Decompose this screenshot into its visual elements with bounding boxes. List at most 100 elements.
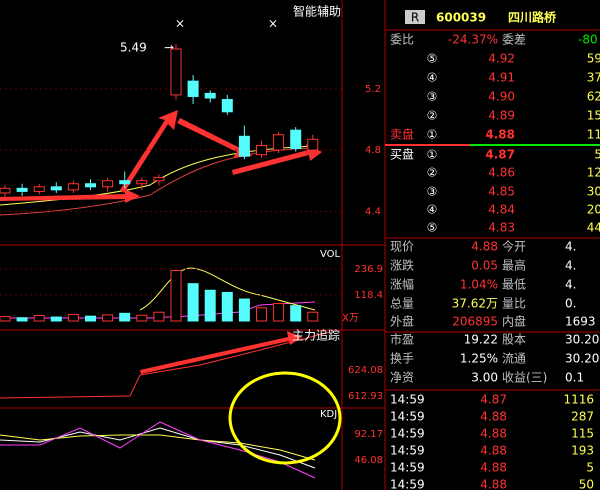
trade-volume: 50 (579, 478, 594, 490)
label: 换手 (390, 352, 414, 366)
volume-bar (290, 305, 302, 322)
volume: 5 (594, 148, 600, 162)
volume-bar (16, 317, 28, 322)
label: 总量 (390, 297, 414, 311)
kdj-title: KDJ (320, 409, 337, 420)
label: 涨跌 (390, 258, 414, 273)
ratio-label: 委比 (390, 33, 414, 47)
price: 4.85 (488, 185, 515, 199)
kdj-tick: 92.17 (354, 429, 383, 440)
volume-bar (119, 312, 131, 322)
value: 30.20 (565, 333, 599, 347)
value: 1.25% (460, 352, 498, 366)
sell-label: 卖盘 (390, 127, 414, 142)
label: 外盘 (390, 314, 414, 329)
candle-body (153, 177, 165, 182)
buy-label: 买盘 (390, 147, 414, 162)
candle-body (221, 99, 233, 113)
volume-bar (307, 311, 319, 322)
price: 4.87 (485, 148, 515, 162)
volume: 11 (587, 128, 600, 142)
trade-volume: 193 (571, 444, 594, 458)
trade-price: 4.88 (480, 444, 507, 458)
volume: 15 (587, 109, 600, 123)
volume: 20 (587, 203, 600, 217)
value: 0. (565, 297, 576, 311)
candle-body (67, 183, 79, 191)
label: 内盘 (502, 314, 526, 329)
y-tick-label: 5.2 (365, 84, 381, 95)
high-annotation: 5.49 (120, 41, 147, 55)
price: 4.91 (488, 71, 515, 85)
volume-tick-label: 118.4 (354, 290, 383, 301)
volume-bar (102, 314, 114, 322)
candle-body (187, 80, 199, 97)
candle-body (170, 48, 182, 96)
volume-bar (85, 315, 96, 322)
panel-title: 智能辅助 (293, 4, 341, 19)
volume: 30 (587, 185, 600, 199)
svg-text:×: × (268, 17, 278, 31)
svg-text:→: → (164, 41, 174, 55)
volume-bar (136, 314, 148, 322)
label: 涨幅 (390, 277, 414, 292)
stock-name: 四川路桥 (508, 10, 557, 25)
arrows (0, 110, 322, 374)
price: 4.89 (488, 109, 515, 123)
value: 0.1 (565, 371, 584, 385)
trade-volume: 115 (571, 427, 594, 441)
candle-body (204, 92, 216, 99)
candle-body (307, 138, 319, 151)
label: 股本 (502, 333, 526, 347)
trade-volume: 287 (571, 410, 594, 424)
candle-body (33, 186, 45, 192)
level: ⑤ (427, 221, 438, 235)
volume: 62 (587, 90, 600, 104)
trade-price: 4.88 (480, 410, 507, 424)
mf-tick: 624.08 (348, 365, 383, 376)
trade-time: 14:59 (390, 393, 425, 407)
value: 19.22 (464, 333, 498, 347)
candle-body (290, 129, 302, 150)
volume-bar (170, 269, 182, 322)
kdj-tick: 46.08 (354, 455, 383, 466)
trade-time: 14:59 (390, 444, 425, 458)
candle-body (256, 144, 267, 156)
price: 4.90 (488, 90, 515, 104)
trade-volume: 1116 (563, 393, 594, 407)
candle-body (0, 187, 11, 194)
badge: R (411, 11, 419, 25)
candle-body (85, 183, 96, 188)
volume-bar (238, 298, 250, 322)
volume-bar (33, 315, 45, 322)
trade-price: 4.88 (480, 427, 507, 441)
badge-bg (405, 10, 425, 24)
value: 37.62万 (452, 297, 498, 311)
level: ② (427, 166, 438, 180)
price: 4.83 (488, 221, 515, 235)
svg-text:×: × (175, 17, 185, 31)
value: 4. (565, 259, 576, 273)
label: 最低 (502, 278, 526, 292)
volume-title: VOL (320, 249, 341, 260)
level: ② (427, 109, 438, 123)
trade-time: 14:59 (390, 427, 425, 441)
volume-bar (204, 289, 216, 322)
volume-bar (273, 302, 285, 322)
volume-bar (67, 313, 79, 322)
level: ③ (427, 90, 438, 104)
volume: 59 (587, 52, 600, 66)
value: 0.05 (471, 259, 498, 273)
level: ① (427, 128, 438, 142)
value: 1693 (565, 315, 596, 329)
price: 4.86 (488, 166, 515, 180)
volume-bar (221, 291, 233, 322)
value: 30.20 (565, 352, 599, 366)
volume: 37 (587, 71, 600, 85)
candle-body (16, 187, 28, 192)
value: 3.00 (471, 371, 498, 385)
trade-price: 4.88 (480, 461, 507, 475)
trade-time: 14:59 (390, 478, 425, 490)
